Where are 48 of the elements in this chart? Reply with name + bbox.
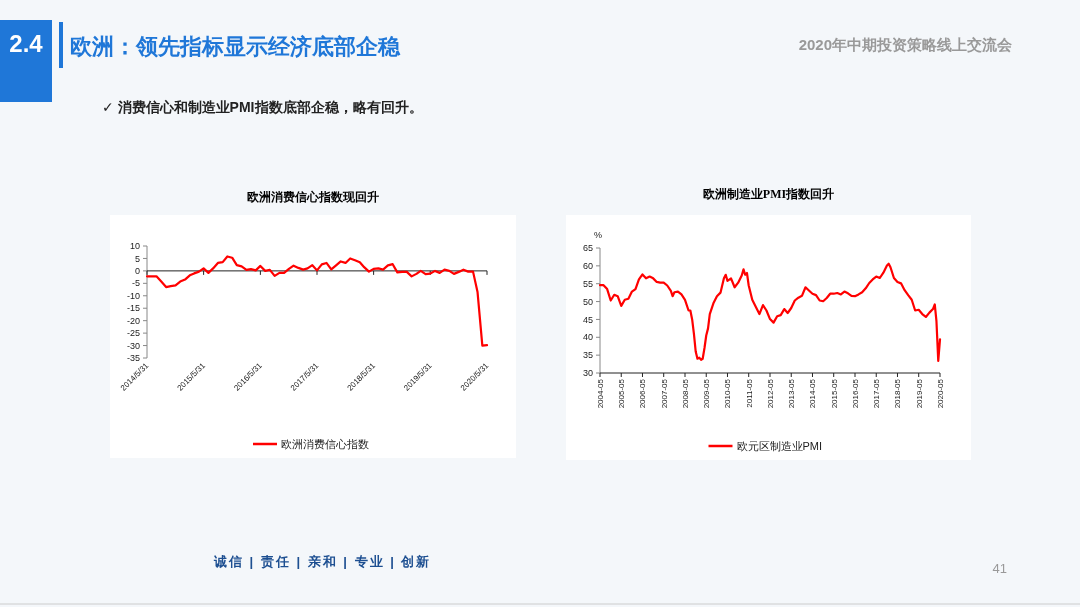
text: 欧洲：领先指标显示经济底部企稳 [70, 34, 401, 59]
legend-label: 欧洲消费信心指数 [281, 437, 369, 450]
y-tick-label: -35 [126, 353, 140, 364]
y-tick-label: 5 [134, 253, 140, 264]
text: 41 [992, 561, 1007, 576]
x-tick-label: 2013-05 [787, 378, 797, 409]
x-tick-label: 2009-05 [702, 378, 712, 409]
text: 2020年中期投资策略线上交流会 [798, 36, 1013, 53]
x-tick-label: 2008-05 [680, 378, 690, 409]
x-tick-label: 2011-05 [744, 378, 754, 408]
x-tick-label: 2017-05 [872, 378, 882, 409]
y-tick-label: 0 [134, 266, 140, 277]
y-tick-label: -5 [131, 278, 140, 289]
y-axis-title: % [593, 230, 603, 240]
y-tick-label: -25 [126, 328, 140, 339]
x-tick-label: 2010-05 [723, 378, 733, 409]
x-tick-label: 2012-05 [765, 378, 775, 409]
legend-label: 欧元区制造业PMI [736, 439, 823, 452]
x-tick-label: 2018-05 [893, 378, 903, 409]
y-tick-label: 10 [129, 241, 140, 252]
y-tick-label: -30 [126, 340, 140, 351]
y-tick-label: 60 [582, 261, 593, 272]
text: 2.4 [9, 30, 44, 57]
x-tick-label: 2020-05 [935, 378, 945, 409]
x-tick-label: 2015-05 [829, 378, 839, 409]
chart-title: 欧洲制造业PMI指数回升 [702, 187, 835, 201]
x-tick-label: 2014-05 [808, 378, 818, 409]
chart-title: 欧洲消费信心指数现回升 [247, 190, 379, 204]
x-tick-label: 2006-05 [638, 378, 648, 409]
x-tick-label: 2016-05 [850, 378, 860, 409]
y-tick-label: -20 [126, 315, 140, 326]
x-tick-label: 2007-05 [659, 378, 669, 409]
y-tick-label: 30 [582, 368, 593, 379]
text: 诚信 | 责任 | 亲和 | 专业 | 创新 [213, 554, 432, 569]
y-tick-label: 45 [582, 314, 593, 325]
y-tick-label: 55 [582, 278, 593, 289]
y-tick-label: -10 [126, 290, 140, 301]
line-series [598, 262, 942, 362]
line-series [145, 255, 489, 347]
y-tick-label: 35 [582, 350, 593, 361]
x-tick-label: 2004-05 [595, 378, 605, 409]
x-tick-label: 2005-05 [617, 378, 627, 409]
y-tick-label: 65 [582, 243, 593, 254]
text: ✓ 消费信心和制造业PMI指数底部企稳，略有回升。 [102, 99, 423, 115]
y-tick-label: -15 [126, 303, 140, 314]
y-tick-label: 40 [582, 332, 593, 343]
x-tick-label: 2019-05 [914, 378, 924, 409]
y-tick-label: 50 [582, 296, 593, 307]
